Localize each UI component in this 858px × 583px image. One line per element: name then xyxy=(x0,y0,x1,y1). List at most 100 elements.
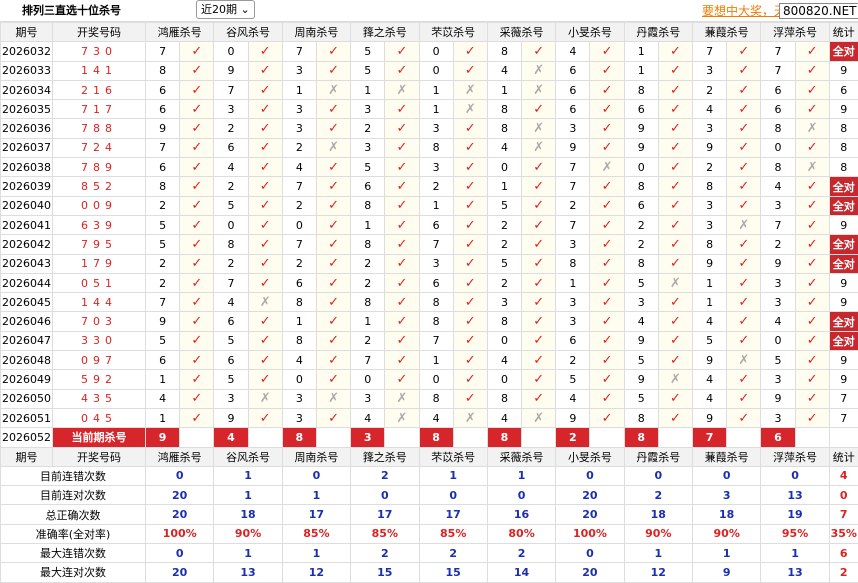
result-mark: ✓ xyxy=(590,119,624,138)
kill-number: 4 xyxy=(693,370,727,389)
stat-value: 18 xyxy=(693,505,761,524)
stat-value: 17 xyxy=(282,505,350,524)
stat: 9 xyxy=(829,215,858,234)
stat-label: 最大连对次数 xyxy=(1,563,146,582)
kill-number: 6 xyxy=(146,100,180,119)
result-mark: ✓ xyxy=(248,235,282,254)
kill-number: 3 xyxy=(282,389,316,408)
result-mark: ✓ xyxy=(453,351,487,370)
promo-link[interactable]: 要想中大奖，天 xyxy=(702,2,786,19)
result-mark: ✗ xyxy=(385,80,419,99)
kill-number: 2 xyxy=(214,119,248,138)
stat-value: 0 xyxy=(146,466,214,485)
result-mark: ✓ xyxy=(590,293,624,312)
table-row: 准确率(全对率)100%90%85%85%85%80%100%90%90%95%… xyxy=(1,524,858,543)
result-mark: ✓ xyxy=(180,235,214,254)
column-header: 浮萍杀号 xyxy=(761,447,829,466)
draw-number: 097 xyxy=(53,351,146,370)
stat: 9 xyxy=(829,351,858,370)
result-mark: ✓ xyxy=(658,158,692,177)
kill-number: 1 xyxy=(146,408,180,427)
result-mark: ✓ xyxy=(248,215,282,234)
kill-number: 1 xyxy=(146,370,180,389)
kill-number: 1 xyxy=(487,177,521,196)
stat-value: 85% xyxy=(419,524,487,543)
kill-number: 9 xyxy=(624,331,658,350)
kill-number: 7 xyxy=(146,293,180,312)
stat-value: 9 xyxy=(693,563,761,582)
kill-number: 3 xyxy=(556,119,590,138)
column-header: 箨之杀号 xyxy=(351,23,419,42)
stat: 9 xyxy=(829,61,858,80)
stat-value: 1 xyxy=(419,466,487,485)
kill-number: 3 xyxy=(761,408,795,427)
kill-number: 4 xyxy=(761,312,795,331)
kill-number: 8 xyxy=(351,196,385,215)
result-mark: ✓ xyxy=(727,158,761,177)
kill-number: 3 xyxy=(419,254,453,273)
column-header: 开奖号码 xyxy=(53,447,146,466)
result-mark: ✗ xyxy=(795,119,829,138)
kill-number: 5 xyxy=(624,389,658,408)
stat-value: 1 xyxy=(693,544,761,563)
kill-number: 7 xyxy=(282,42,316,61)
kill-number: 5 xyxy=(487,254,521,273)
kill-number: 8 xyxy=(419,138,453,157)
result-mark: ✓ xyxy=(590,235,624,254)
current-kill: 8 xyxy=(487,428,521,447)
result-mark: ✗ xyxy=(385,389,419,408)
kill-number: 4 xyxy=(624,312,658,331)
column-header: 小旻杀号 xyxy=(556,447,624,466)
result-mark: ✓ xyxy=(453,370,487,389)
kill-number: 7 xyxy=(419,331,453,350)
column-header: 蒹葭杀号 xyxy=(693,23,761,42)
kill-number: 8 xyxy=(487,42,521,61)
stat-value: 20 xyxy=(146,505,214,524)
column-header: 统计 xyxy=(829,23,858,42)
issue: 2026047 xyxy=(1,331,53,350)
draw-number: 051 xyxy=(53,273,146,292)
kill-number: 3 xyxy=(556,235,590,254)
stat-value: 0 xyxy=(556,466,624,485)
column-header: 统计 xyxy=(829,447,858,466)
result-mark: ✓ xyxy=(316,196,350,215)
kill-number: 1 xyxy=(282,80,316,99)
result-mark: ✓ xyxy=(180,196,214,215)
result-mark: ✓ xyxy=(453,138,487,157)
kill-number: 3 xyxy=(761,273,795,292)
stat-value: 90% xyxy=(693,524,761,543)
result-mark: ✓ xyxy=(453,196,487,215)
kill-number: 1 xyxy=(624,42,658,61)
stat: 8 xyxy=(829,158,858,177)
result-mark: ✗ xyxy=(453,80,487,99)
stat-value: 17 xyxy=(351,505,419,524)
result-mark: ✓ xyxy=(522,158,556,177)
kill-number: 3 xyxy=(419,119,453,138)
result-mark: ✓ xyxy=(180,254,214,273)
kill-number: 4 xyxy=(351,408,385,427)
result-mark: ✗ xyxy=(453,100,487,119)
stat: 全对 xyxy=(829,196,858,215)
page-title: 排列三直选十位杀号 xyxy=(22,2,121,18)
current-kill: 3 xyxy=(351,428,385,447)
kill-number: 8 xyxy=(351,293,385,312)
issue: 2026035 xyxy=(1,100,53,119)
stat-label: 最大连错次数 xyxy=(1,544,146,563)
result-mark: ✓ xyxy=(385,293,419,312)
result-mark: ✗ xyxy=(522,80,556,99)
period-select[interactable]: 近20期 ⌄ xyxy=(196,0,255,19)
result-mark: ✓ xyxy=(385,138,419,157)
kill-number: 5 xyxy=(556,370,590,389)
empty-cell xyxy=(180,428,214,447)
result-mark: ✓ xyxy=(727,273,761,292)
stat-value: 15 xyxy=(419,563,487,582)
kill-number: 0 xyxy=(282,370,316,389)
stat-value: 20 xyxy=(556,486,624,505)
result-mark: ✓ xyxy=(727,177,761,196)
empty-cell xyxy=(590,428,624,447)
